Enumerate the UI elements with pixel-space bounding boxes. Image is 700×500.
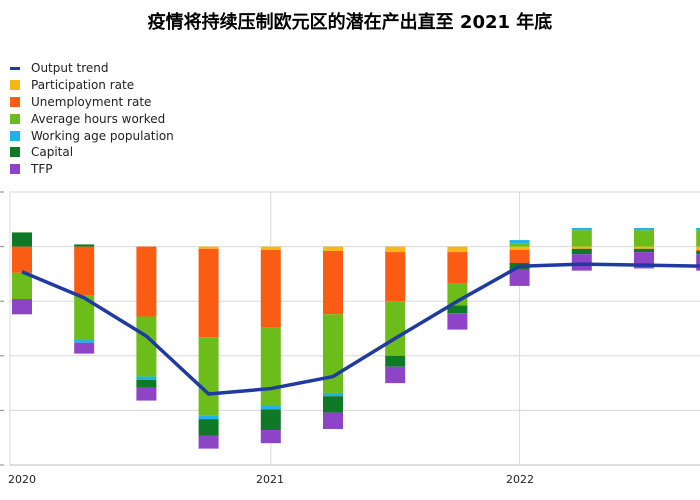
legend-label: Working age population: [31, 128, 174, 143]
bar-segment-capital: [136, 379, 157, 388]
legend-swatch: [10, 80, 20, 91]
bar-segment-capital: [447, 305, 468, 314]
legend-item: Capital: [10, 144, 174, 161]
bar-segment-participation-rate: [447, 246, 468, 253]
bar-segment-capital: [260, 409, 281, 431]
x-tick-label: 2022: [506, 473, 534, 486]
bar-segment-participation-rate: [634, 246, 654, 249]
bar-segment-average-hours-worked: [74, 295, 95, 340]
bar-segment-capital: [198, 419, 219, 436]
bar-segment-unemployment-rate: [509, 249, 530, 263]
bar-segment-unemployment-rate: [260, 249, 281, 328]
bar-segment-tfp: [260, 430, 281, 444]
bar-segment-unemployment-rate: [385, 252, 406, 302]
bar-segment-capital: [571, 248, 592, 255]
bar-segment-tfp: [323, 412, 343, 429]
legend-swatch: [10, 96, 20, 107]
legend-label: Output trend: [31, 61, 109, 76]
legend-item: Average hours worked: [10, 110, 174, 127]
bar-segment-unemployment-rate: [136, 246, 157, 317]
bar-segment-average-hours-worked: [634, 230, 654, 247]
bar-segment-unemployment-rate: [74, 246, 95, 296]
bar-segment-tfp: [74, 342, 95, 354]
bar-segment-capital: [74, 244, 95, 247]
legend-label: Capital: [31, 145, 74, 160]
bar-segment-participation-rate: [696, 246, 700, 250]
bar-segment-capital: [385, 355, 406, 367]
x-tick-label: 2021: [256, 473, 284, 486]
bar-segment-average-hours-worked: [198, 337, 219, 416]
bar-segment-participation-rate: [509, 246, 530, 250]
bar-segment-average-hours-worked: [696, 230, 700, 247]
bar-segment-average-hours-worked: [509, 243, 530, 247]
bar-segment-working-age-population: [634, 228, 654, 231]
bar-segment-unemployment-rate: [447, 252, 468, 284]
bar-segment-working-age-population: [696, 228, 700, 231]
bar-segment-unemployment-rate: [323, 250, 343, 315]
bar-segment-tfp: [12, 299, 32, 315]
bar-segment-working-age-population: [74, 339, 95, 343]
bar-segment-working-age-population: [198, 415, 219, 420]
bar-segment-average-hours-worked: [323, 314, 343, 393]
legend-label: Average hours worked: [31, 111, 166, 126]
legend-item: Participation rate: [10, 77, 174, 94]
legend-swatch: [10, 113, 20, 124]
bar-segment-capital: [323, 396, 343, 413]
bar-segment-tfp: [136, 387, 157, 401]
bar-segment-tfp: [385, 366, 406, 384]
bar-segment-unemployment-rate: [198, 248, 219, 338]
bar-segment-capital: [12, 232, 32, 247]
legend-item: Output trend: [10, 60, 174, 77]
bar-segment-working-age-population: [323, 392, 343, 397]
legend-item: Unemployment rate: [10, 94, 174, 111]
legend-swatch: [10, 130, 20, 141]
bar-segment-average-hours-worked: [260, 327, 281, 407]
bar-segment-average-hours-worked: [136, 316, 157, 377]
bar-segment-participation-rate: [571, 246, 592, 249]
bar-segment-participation-rate: [323, 246, 343, 251]
legend-item: Working age population: [10, 127, 174, 144]
bar-segment-working-age-population: [509, 240, 530, 244]
bar-segment-participation-rate: [385, 246, 406, 253]
bar-segment-average-hours-worked: [571, 230, 592, 247]
bar-segment-tfp: [447, 313, 468, 330]
bar-segment-capital: [696, 250, 700, 255]
chart-legend: Output trend Participation rate Unemployme…: [10, 60, 174, 178]
bar-segment-average-hours-worked: [12, 272, 32, 300]
bar-segment-tfp: [198, 435, 219, 449]
bar-segment-tfp: [696, 254, 700, 271]
legend-line-marker: [10, 66, 20, 70]
legend-label: TFP: [31, 162, 53, 177]
bar-segment-working-age-population: [571, 228, 592, 231]
bar-segment-capital: [634, 248, 654, 253]
legend-swatch: [10, 164, 20, 175]
bar-segment-unemployment-rate: [12, 246, 32, 273]
output-trend-line: [21, 262, 700, 396]
x-tick-label: 2020: [8, 473, 36, 486]
bar-segment-participation-rate: [198, 246, 219, 249]
bar-segment-participation-rate: [260, 246, 281, 250]
bar-segment-tfp: [509, 269, 530, 286]
bar-segment-working-age-population: [136, 376, 157, 380]
bar-segment-working-age-population: [260, 406, 281, 410]
bar-segment-average-hours-worked: [385, 301, 406, 356]
legend-swatch: [10, 147, 20, 158]
legend-label: Participation rate: [31, 78, 135, 93]
legend-label: Unemployment rate: [31, 94, 152, 109]
bar-segment-unemployment-rate: [696, 249, 700, 251]
chart-title: 疫情将持续压制欧元区的潜在产出直至 2021 年底: [147, 12, 553, 33]
legend-item: TFP: [10, 161, 174, 178]
